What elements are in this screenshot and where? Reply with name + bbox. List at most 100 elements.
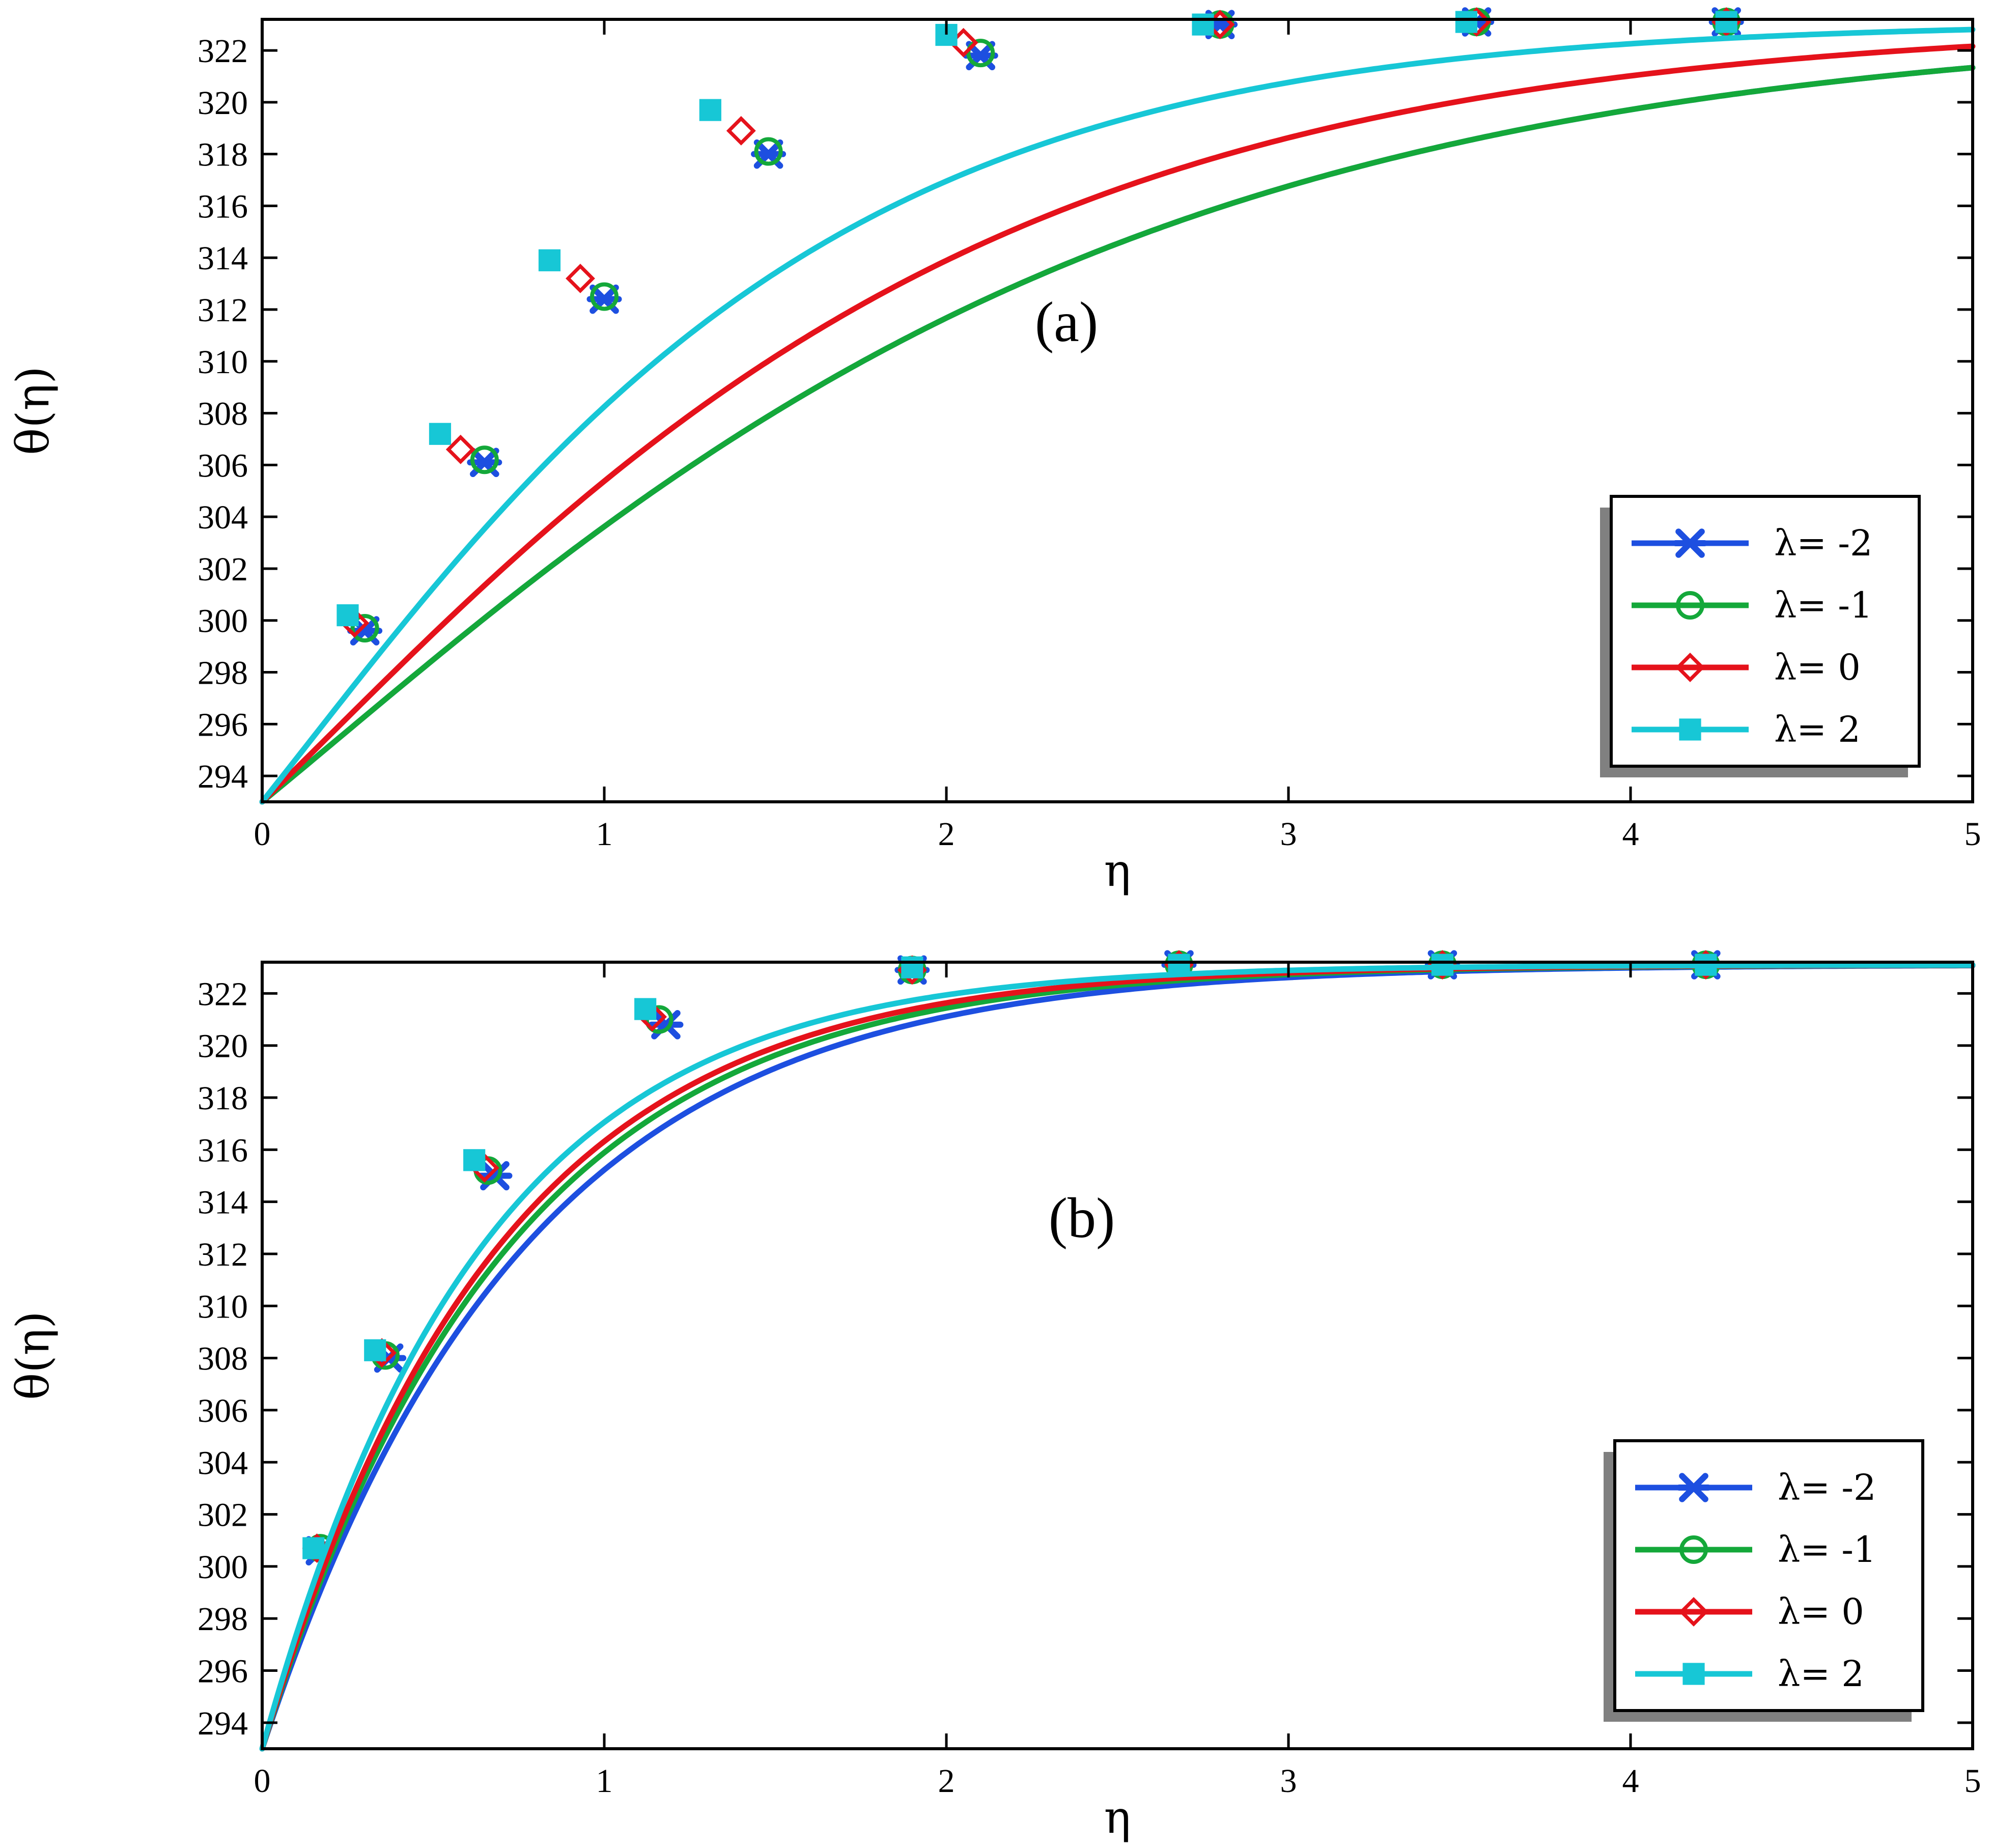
series-line-3 [259, 26, 1976, 805]
x-tick-label: 1 [596, 1762, 613, 1800]
y-tick-label: 308 [198, 396, 248, 433]
chart-panel-a: 0 1 2 3 4 5 294 296 298 300 302 304 306 308 310 312 314 3… [7, 7, 1981, 897]
plot-frame [261, 18, 1974, 803]
x-tick-label: 1 [596, 816, 613, 853]
series-line-1 [259, 65, 1976, 805]
legend-label: λ= 0 [1778, 1591, 1864, 1633]
panel-annotation: (b) [1049, 1187, 1115, 1250]
y-tick-label: 316 [198, 1132, 248, 1169]
y-axis-title: θ(η) [7, 1311, 59, 1399]
x-tick-label: 2 [938, 816, 955, 853]
y-tick-label: 302 [198, 551, 248, 588]
legend-label: λ= 0 [1774, 647, 1861, 688]
x-tick-label: 4 [1622, 1762, 1639, 1800]
data-point-1-4 [966, 39, 995, 68]
y-tick-label: 296 [198, 706, 248, 743]
y-tick-label: 300 [198, 1549, 248, 1586]
y-tick-label: 312 [198, 292, 248, 329]
plot-frame [261, 961, 1974, 1750]
data-point-3-0 [302, 1537, 325, 1559]
data-point-1-2 [590, 282, 619, 311]
y-tick-label: 316 [198, 188, 248, 225]
y-tick-label: 310 [198, 1288, 248, 1325]
y-tick-label: 318 [198, 136, 248, 174]
series-line-2 [259, 43, 1976, 805]
legend-marker-3 [1682, 1663, 1705, 1685]
y-tick-label: 312 [198, 1236, 248, 1273]
legend-label: λ= -1 [1778, 1529, 1876, 1571]
data-point-3-4 [901, 956, 923, 978]
data-point-3-1 [429, 423, 452, 445]
panel-annotation: (a) [1035, 291, 1098, 354]
y-tick-label: 298 [198, 1601, 248, 1638]
y-tick-label: 294 [198, 758, 248, 795]
x-tick-label: 3 [1280, 1762, 1297, 1800]
legend-marker-2 [1675, 653, 1705, 682]
chart-panel-b: 0 1 2 3 4 5 294 296 298 300 302 304 306 308 310 312 314 3… [7, 950, 1981, 1843]
y-tick-label: 322 [198, 33, 248, 70]
data-point-3-0 [336, 604, 359, 627]
legend-label: λ= -2 [1774, 522, 1872, 564]
y-tick-label: 300 [198, 603, 248, 640]
series-line-3 [259, 962, 1976, 1752]
y-tick-label: 314 [198, 240, 248, 277]
data-point-3-7 [1695, 954, 1717, 976]
y-tick-label: 310 [198, 344, 248, 381]
y-tick-label: 304 [198, 1444, 248, 1481]
y-tick-label: 294 [198, 1705, 248, 1742]
data-point-3-5 [1192, 13, 1214, 36]
x-tick-label: 5 [1965, 1762, 1981, 1800]
data-point-3-5 [1168, 954, 1190, 976]
legend: λ= -2 λ= -1 λ= 0 λ= 2 [1604, 1439, 1924, 1722]
data-point-1-1 [470, 445, 499, 474]
data-point-3-3 [699, 99, 721, 121]
series-3 [259, 954, 1976, 1752]
legend: λ= -2 λ= -1 λ= 0 λ= 2 [1600, 495, 1921, 777]
x-tick-label: 5 [1965, 816, 1981, 853]
data-point-2-3 [726, 116, 756, 146]
legend-marker-1 [1679, 1535, 1708, 1564]
data-point-3-3 [634, 998, 657, 1020]
y-tick-label: 306 [198, 1392, 248, 1430]
legend-label: λ= -2 [1778, 1467, 1876, 1508]
x-axis-title: η [1104, 1791, 1131, 1843]
data-point-3-2 [463, 1149, 486, 1171]
y-tick-label: 306 [198, 447, 248, 484]
data-point-1-3 [754, 137, 783, 166]
x-tick-label: 0 [254, 1762, 271, 1800]
y-tick-label: 314 [198, 1184, 248, 1221]
x-tick-label: 4 [1622, 816, 1639, 853]
y-tick-label: 318 [198, 1080, 248, 1117]
y-axis-title: θ(η) [7, 366, 59, 455]
legend-box [1613, 1439, 1924, 1712]
legend-marker-2 [1679, 1597, 1708, 1627]
data-point-3-6 [1455, 11, 1478, 33]
legend-marker-3 [1679, 718, 1701, 741]
data-point-3-7 [1715, 11, 1737, 33]
y-tick-label: 308 [198, 1340, 248, 1378]
legend-label: λ= 2 [1774, 709, 1861, 750]
x-tick-label: 2 [938, 1762, 955, 1800]
legend-label: λ= 2 [1778, 1653, 1864, 1695]
data-point-3-6 [1431, 954, 1453, 976]
y-tick-label: 322 [198, 975, 248, 1013]
y-tick-label: 296 [198, 1653, 248, 1690]
legend-box [1610, 495, 1921, 768]
data-point-2-2 [566, 263, 595, 293]
y-tick-label: 302 [198, 1497, 248, 1534]
y-tick-label: 320 [198, 85, 248, 122]
y-tick-label: 304 [198, 499, 248, 536]
x-axis-title: η [1104, 844, 1131, 897]
y-tick-label: 320 [198, 1028, 248, 1065]
data-point-2-1 [445, 434, 475, 464]
data-point-3-1 [364, 1339, 386, 1361]
legend-label: λ= -1 [1774, 584, 1872, 626]
y-tick-label: 298 [198, 655, 248, 692]
data-point-3-2 [538, 249, 561, 271]
data-point-1-0 [350, 614, 379, 643]
series-3 [259, 11, 1976, 805]
x-tick-label: 3 [1280, 816, 1297, 853]
x-tick-label: 0 [254, 816, 271, 853]
legend-marker-1 [1676, 591, 1704, 620]
